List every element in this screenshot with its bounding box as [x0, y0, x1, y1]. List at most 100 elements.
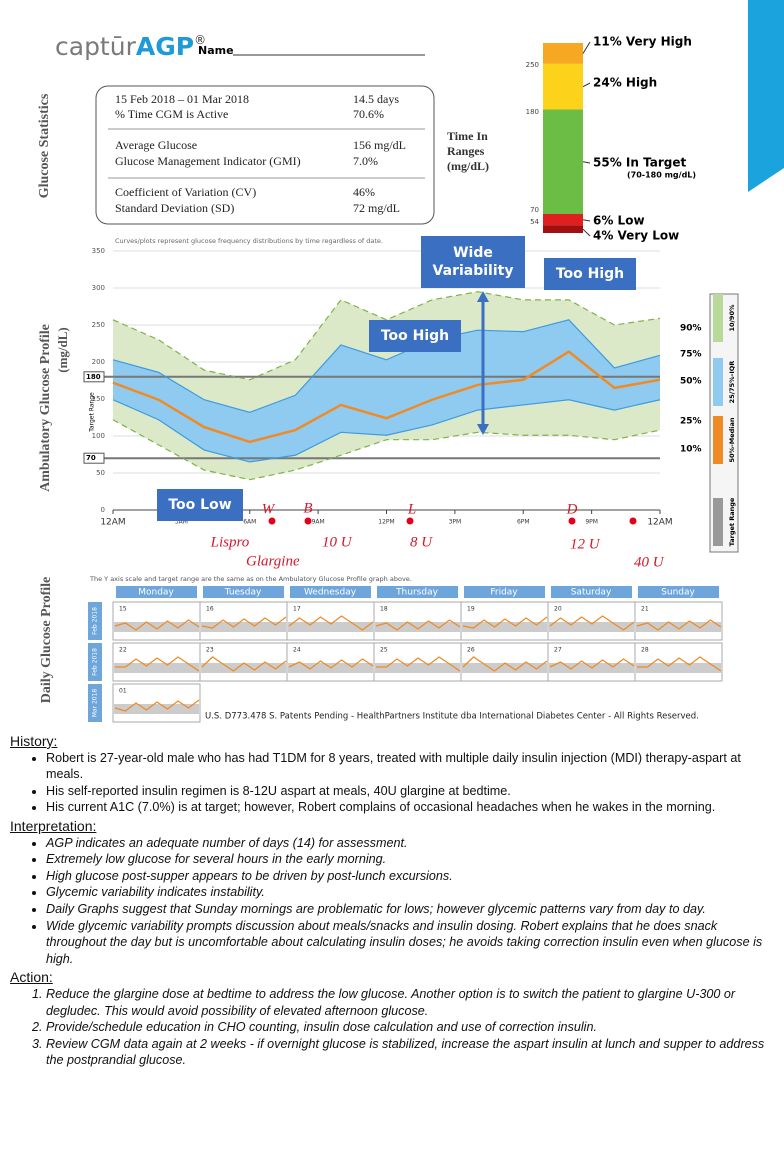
tir-label: 24% High — [593, 76, 657, 90]
handwritten-note: L — [407, 501, 416, 517]
y-tick-label: 0 — [101, 506, 105, 514]
day-label: Monday — [138, 588, 174, 598]
report-graphics: captūrAGP®Name Glucose Statistics Ambulato… — [37, 0, 784, 723]
day-cell — [460, 642, 549, 682]
day-target — [375, 663, 460, 673]
stat-text: Standard Deviation (SD) — [115, 201, 234, 215]
date-label: 16 — [206, 606, 214, 613]
dose-dot — [268, 517, 276, 525]
day-target — [201, 663, 286, 673]
x-tick-label: 12AM — [100, 518, 125, 528]
date-label: 15 — [119, 606, 127, 613]
x-tick-label: 12PM — [378, 519, 394, 526]
list-item: Reduce the glargine dose at bedtime to a… — [46, 986, 770, 1019]
list-item: Glycemic variability indicates instabili… — [46, 884, 770, 901]
handwritten-note: B — [303, 500, 312, 516]
percentile-line — [112, 399, 661, 463]
callout-text: Too High — [556, 266, 624, 282]
stat-text: % Time CGM is Active — [115, 107, 228, 121]
week-tab — [88, 602, 102, 640]
date-label: 24 — [293, 647, 301, 654]
date-label: 19 — [467, 606, 475, 613]
x-tick-label: 9PM — [585, 519, 598, 526]
trace-sketch — [114, 619, 200, 631]
day-header — [203, 586, 284, 598]
day-target — [201, 622, 286, 632]
week-label: Mar 2018 — [92, 689, 99, 718]
tir-label: 55% In Target — [593, 156, 686, 170]
date-label: 22 — [119, 647, 127, 654]
day-target — [636, 622, 721, 632]
legend-label: 50%-Median — [728, 417, 736, 462]
section-list: AGP indicates an adequate number of days… — [10, 835, 770, 968]
logo-part: captūr — [55, 32, 137, 61]
list-item: High glucose post-supper appears to be d… — [46, 868, 770, 885]
date-label: 26 — [467, 647, 475, 654]
tir-segment — [543, 225, 583, 233]
percentile-label: 75% — [680, 350, 702, 360]
trace-sketch — [201, 656, 287, 672]
week-tab — [88, 643, 102, 681]
stats-box — [95, 85, 435, 225]
trace-sketch — [115, 656, 200, 672]
percentile-label: 25% — [680, 417, 702, 427]
percentile-line — [112, 419, 661, 481]
trace-sketch — [462, 656, 548, 672]
day-header — [551, 586, 632, 598]
trace-sketch — [637, 656, 722, 672]
callout-text: Too Low — [168, 497, 231, 513]
y-tick-label: 250 — [92, 321, 105, 329]
tir-label: 4% Very Low — [593, 229, 679, 243]
handwritten-note: Glargine — [246, 553, 300, 569]
day-target — [375, 622, 460, 632]
target-box — [83, 452, 105, 464]
stat-text: 46% — [353, 185, 375, 199]
tir-segment — [543, 63, 583, 110]
percentile-line — [112, 350, 661, 444]
trace-sketch — [288, 615, 374, 631]
callout-box — [421, 236, 525, 288]
legend-swatch — [713, 358, 723, 406]
day-target — [549, 622, 634, 632]
target-label: 180 — [86, 373, 101, 381]
logo-part: AGP — [136, 32, 194, 61]
trace-sketch — [549, 615, 635, 631]
target-box — [83, 371, 105, 383]
trace-sketch — [375, 619, 461, 631]
daily-note: The Y axis scale and target range are th… — [89, 575, 412, 583]
side-label: (mg/dL) — [55, 327, 70, 373]
trace-sketch — [636, 619, 722, 631]
callout-text: Wide — [453, 245, 493, 261]
callout-text: Variability — [433, 263, 514, 279]
day-label: Friday — [490, 588, 518, 598]
x-tick-label: 6AM — [243, 519, 256, 526]
stat-text: Coefficient of Variation (CV) — [115, 185, 256, 199]
tir-scale: 70 — [530, 206, 539, 214]
y-tick-label: 150 — [92, 395, 105, 403]
percentile-label: 50% — [680, 377, 702, 387]
dose-dot — [629, 517, 637, 525]
y-tick-label: 300 — [92, 284, 105, 292]
inner-band — [113, 319, 660, 462]
logo: captūrAGP® — [55, 32, 206, 61]
handwritten-note: W — [262, 501, 276, 517]
handwritten-note: 8 U — [410, 534, 433, 550]
target-label: 70 — [86, 454, 96, 462]
day-label: Saturday — [571, 588, 612, 598]
percentile-line — [112, 291, 661, 381]
tir-segment — [543, 214, 583, 226]
day-cell — [286, 601, 375, 641]
handwritten-note: 12 U — [570, 536, 601, 552]
corner-shape — [748, 0, 784, 192]
day-target — [462, 663, 547, 673]
date-label: 18 — [380, 606, 388, 613]
day-target — [462, 622, 547, 632]
day-header — [638, 586, 719, 598]
handwritten-note: 40 U — [634, 554, 665, 570]
arrow-head — [477, 291, 489, 302]
trace-sketch — [462, 616, 548, 629]
stat-text: 70.6% — [353, 107, 384, 121]
date-label: 28 — [641, 647, 649, 654]
callout-text: Too High — [381, 328, 449, 344]
x-tick-label: 9AM — [312, 519, 325, 526]
